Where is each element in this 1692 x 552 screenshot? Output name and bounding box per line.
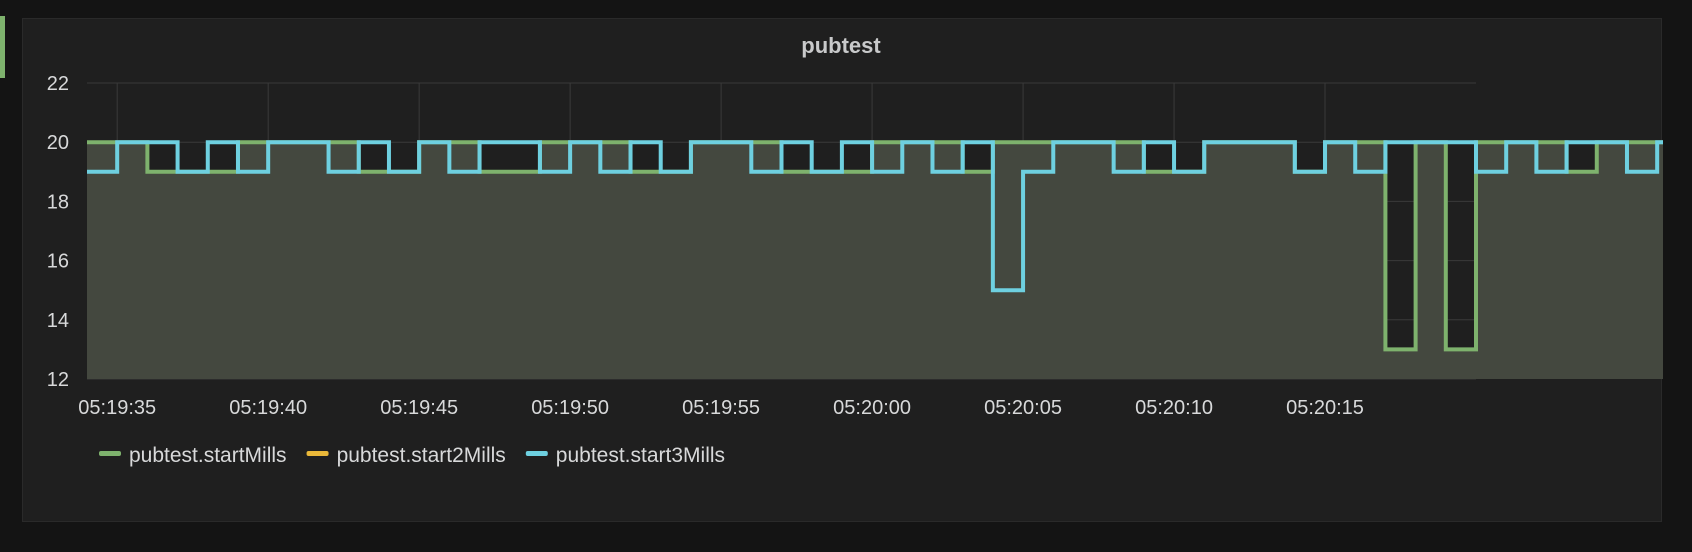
y-tick-label: 20 — [47, 132, 69, 154]
y-tick-label: 14 — [47, 310, 69, 332]
series-fill-pubtest-startmills — [87, 142, 1663, 379]
x-tick-label: 05:19:55 — [682, 397, 760, 419]
legend-swatch — [99, 451, 121, 456]
series-line-pubtest-start3mills[interactable] — [87, 140, 1663, 293]
x-tick-label: 05:19:35 — [78, 397, 156, 419]
x-tick-label: 05:20:00 — [833, 397, 911, 419]
chart-title[interactable]: pubtest — [801, 33, 881, 58]
legend-label: pubtest.start3Mills — [556, 444, 725, 467]
x-tick-label: 05:20:10 — [1135, 397, 1213, 419]
y-tick-label: 18 — [47, 191, 69, 213]
x-tick-label: 05:19:40 — [229, 397, 307, 419]
legend-label: pubtest.startMills — [129, 444, 287, 467]
graph-panel: pubtest 12 14 16 18 20 22 05:19:35 05:19:40 05:… — [22, 18, 1663, 522]
x-tick-label: 05:19:45 — [380, 397, 458, 419]
legend-swatch — [525, 451, 548, 456]
y-tick-label: 22 — [47, 73, 69, 95]
legend-swatch — [306, 451, 329, 456]
y-tick-label: 16 — [47, 251, 69, 273]
chart-svg: pubtest 12 14 16 18 20 22 05:19:35 05:19:40 05:… — [47, 33, 1663, 467]
panel-accent-bar — [0, 16, 5, 78]
legend-item-pubtest-start2mills[interactable]: pubtest.start2Mills — [306, 444, 506, 467]
x-tick-label: 05:20:05 — [984, 397, 1062, 419]
legend-item-pubtest-start3mills[interactable]: pubtest.start3Mills — [525, 444, 725, 467]
x-tick-label: 05:20:15 — [1286, 397, 1364, 419]
legend-label: pubtest.start2Mills — [337, 444, 506, 467]
x-tick-label: 05:19:50 — [531, 397, 609, 419]
y-tick-label: 12 — [47, 369, 69, 391]
legend-item-pubtest-startmills[interactable]: pubtest.startMills — [99, 444, 287, 467]
